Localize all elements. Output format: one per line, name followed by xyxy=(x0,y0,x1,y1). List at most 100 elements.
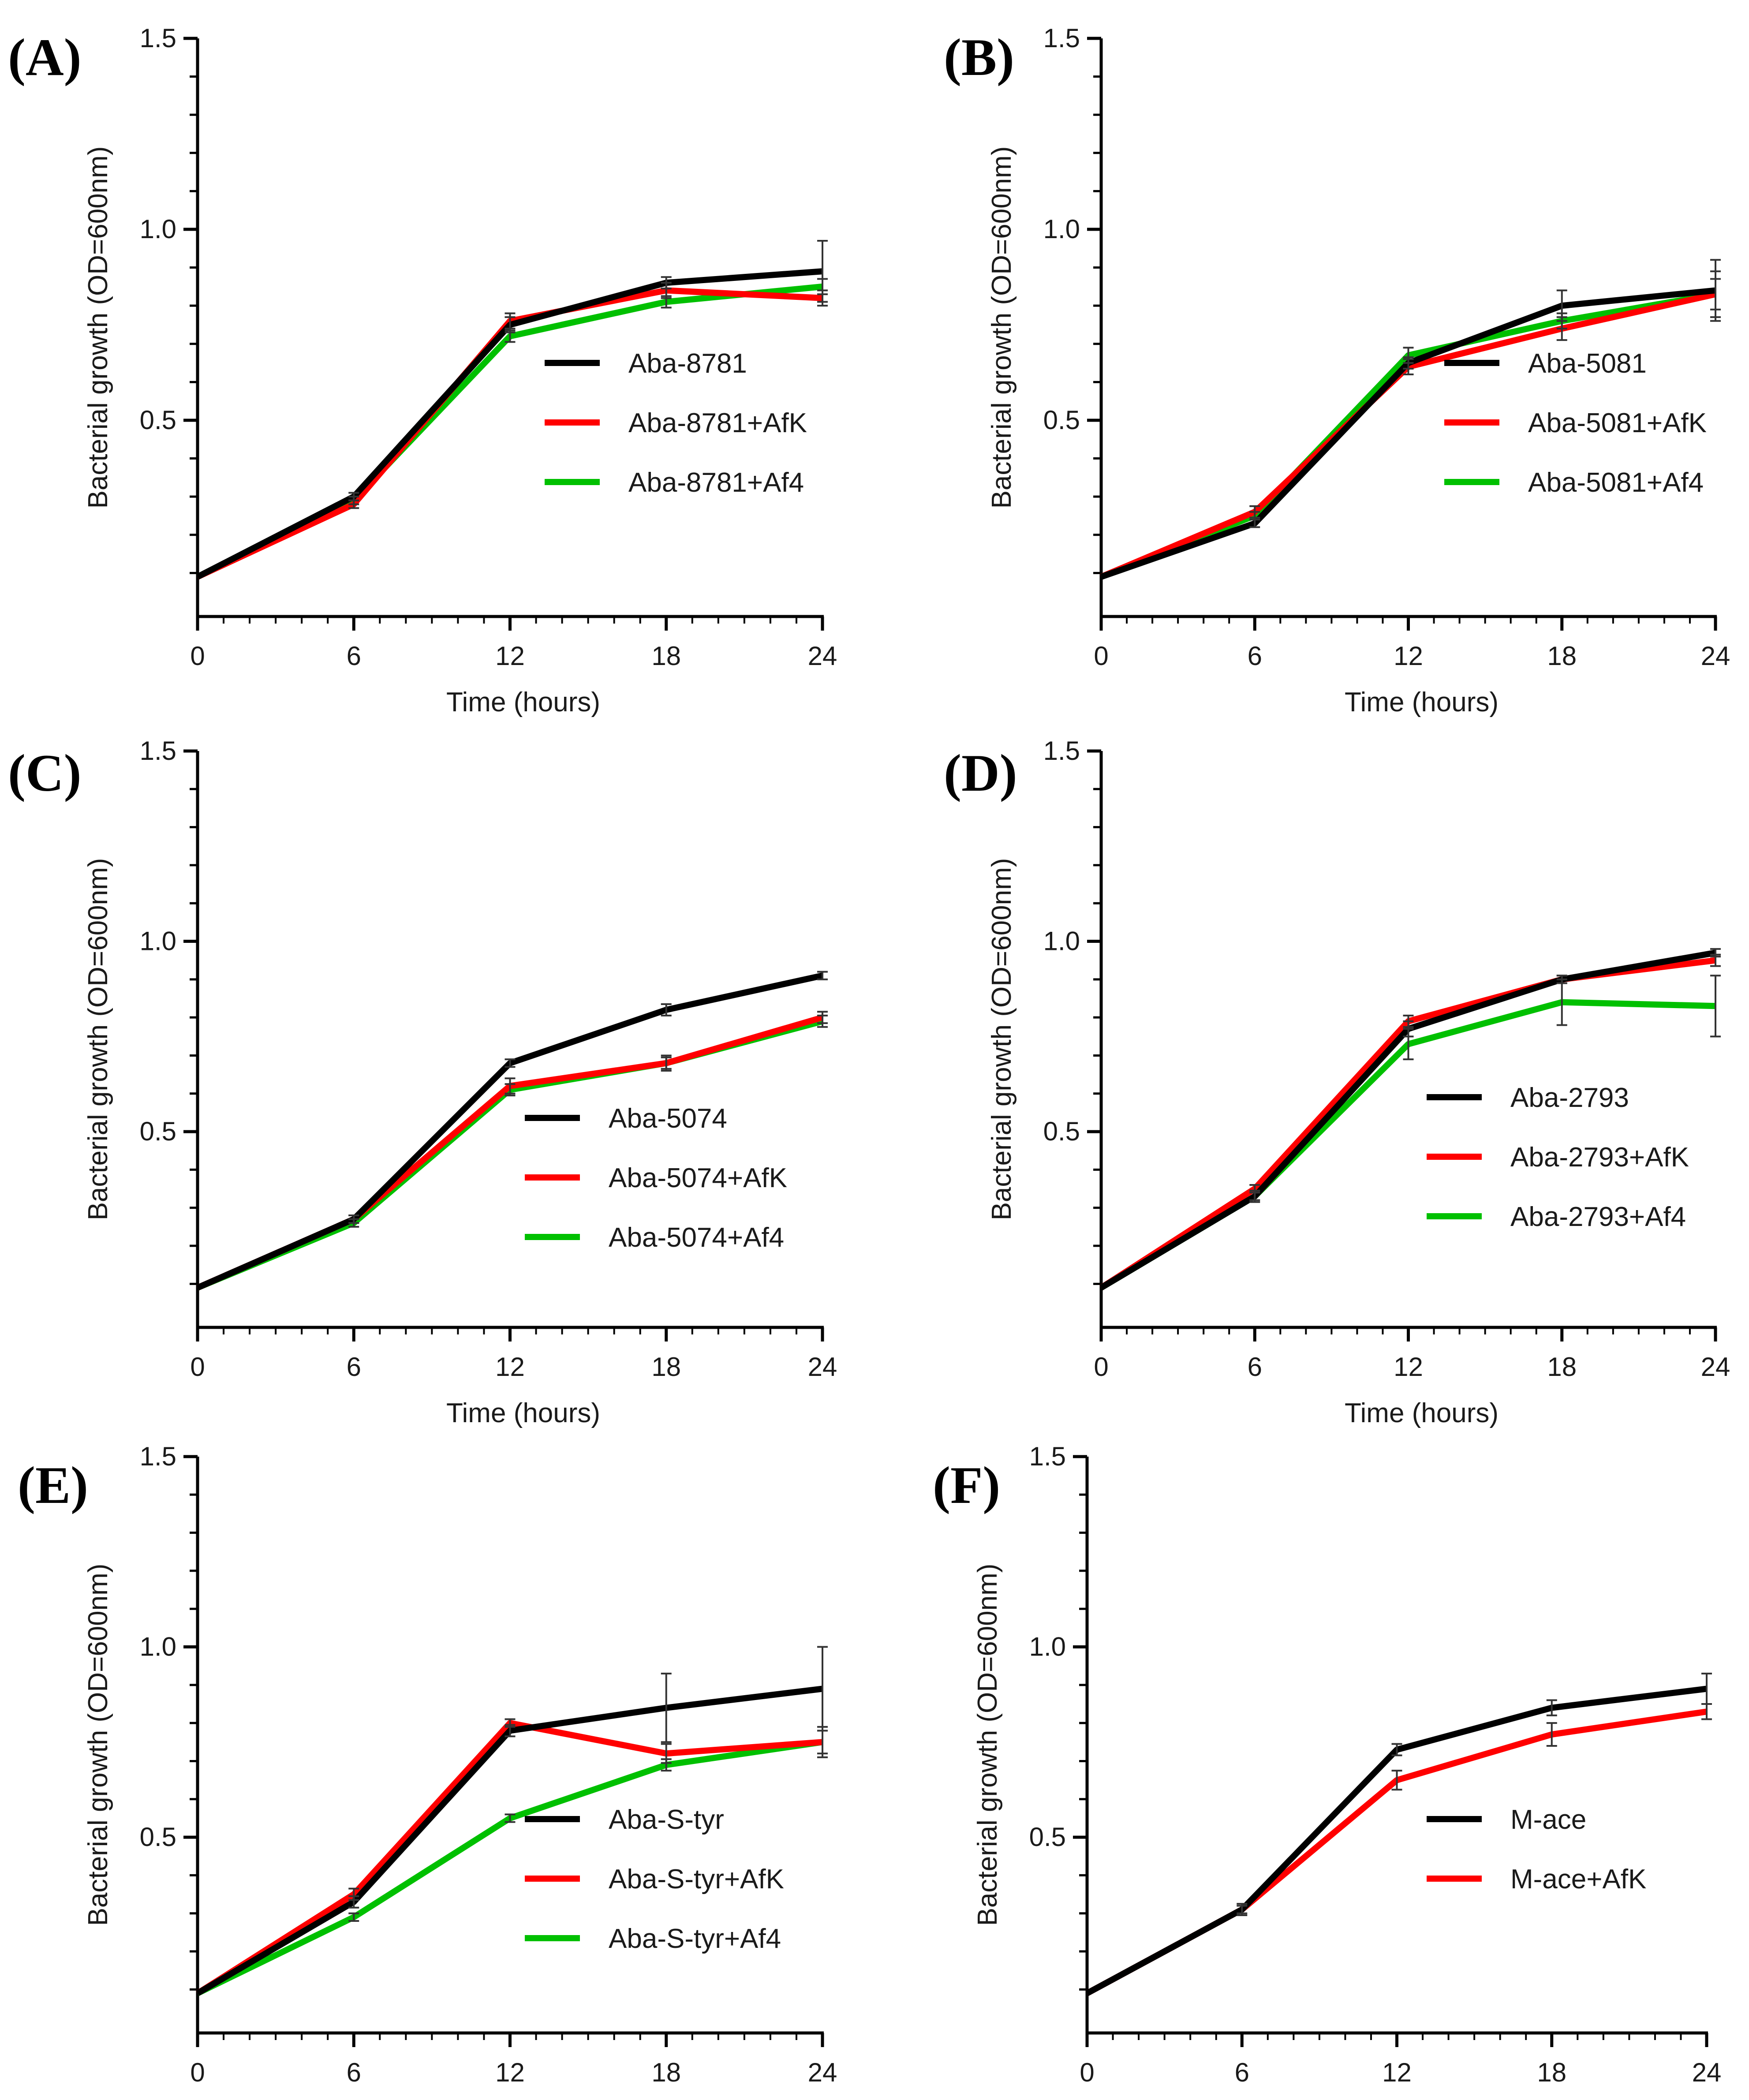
legend-entry: Aba-2793 xyxy=(1427,1083,1629,1113)
error-bar xyxy=(817,971,828,980)
x-tick-label: 12 xyxy=(495,641,525,671)
legend-label: Aba-5074+Af4 xyxy=(609,1222,784,1253)
x-tick-label: 18 xyxy=(1537,2058,1566,2087)
x-tick-label: 18 xyxy=(651,641,681,671)
error-bar xyxy=(348,1218,359,1228)
y-tick-label: 1.0 xyxy=(140,927,176,956)
error-bar xyxy=(505,329,516,343)
x-axis-label: Time (hours) xyxy=(446,687,600,717)
error-bar xyxy=(661,1758,672,1772)
legend-entry: Aba-8781 xyxy=(545,348,747,379)
x-tick-label: 6 xyxy=(347,641,361,671)
y-tick-label: 0.5 xyxy=(1029,1822,1066,1852)
x-tick-label: 0 xyxy=(1080,2058,1094,2087)
x-tick-label: 6 xyxy=(1235,2058,1249,2087)
error-bar xyxy=(661,1056,672,1070)
error-bar xyxy=(1403,347,1414,364)
y-tick-label: 1.5 xyxy=(140,1442,176,1471)
legend-label: Aba-5074+AfK xyxy=(609,1163,787,1193)
error-bar xyxy=(1391,1770,1402,1791)
x-tick-label: 0 xyxy=(1094,1352,1108,1382)
legend-entry: Aba-5081+Af4 xyxy=(1444,467,1704,498)
legend-entry: Aba-S-tyr+AfK xyxy=(525,1864,784,1894)
x-tick-label: 24 xyxy=(808,1352,837,1382)
error-bar xyxy=(348,496,359,505)
legend-label: Aba-5081+Af4 xyxy=(1528,467,1704,498)
x-tick-label: 18 xyxy=(651,2058,681,2087)
error-bar xyxy=(1546,1699,1557,1716)
x-tick-label: 18 xyxy=(651,1352,681,1382)
error-bar xyxy=(1556,978,1567,1026)
error-bar xyxy=(1237,1905,1248,1914)
legend-label: Aba-S-tyr+AfK xyxy=(609,1864,784,1894)
panel-label: (C) xyxy=(8,744,82,802)
legend-label: Aba-5081 xyxy=(1528,348,1647,379)
legend-entry: Aba-8781+Af4 xyxy=(545,467,804,498)
x-tick-label: 6 xyxy=(347,2058,361,2087)
y-tick-label: 1.5 xyxy=(1043,23,1080,53)
y-tick-label: 1.0 xyxy=(140,214,176,244)
legend-label: Aba-2793 xyxy=(1510,1083,1629,1113)
series-line xyxy=(1099,957,1716,1290)
legend-entry: Aba-5074+AfK xyxy=(525,1163,787,1193)
x-axis-label: Time (hours) xyxy=(1345,687,1499,717)
error-bar xyxy=(348,1912,359,1922)
legend-label: Aba-2793+AfK xyxy=(1510,1142,1689,1173)
y-tick-label: 1.5 xyxy=(140,23,176,53)
x-tick-label: 6 xyxy=(1248,1352,1262,1382)
x-tick-label: 12 xyxy=(1394,641,1423,671)
x-tick-label: 24 xyxy=(808,641,837,671)
chart-panel-c: (C) 0.5 1.0 1.5 0 6 12 18 24 Time (hours) Bacteria… xyxy=(8,736,837,1428)
y-axis-label: Bacterial growth (OD=600nm) xyxy=(987,858,1017,1221)
legend-entry: Aba-2793+AfK xyxy=(1427,1142,1689,1173)
error-bar xyxy=(1710,953,1721,967)
error-bar xyxy=(817,278,828,295)
y-tick-label: 1.0 xyxy=(1043,214,1080,244)
chart-panel-d: (D) 0.5 1.0 1.5 0 6 12 18 24 Time (hours) Bacteria… xyxy=(944,736,1730,1428)
y-tick-label: 1.5 xyxy=(1043,736,1080,766)
y-axis-label: Bacterial growth (OD=600nm) xyxy=(987,146,1017,509)
x-axis-label: Time (hours) xyxy=(1345,1398,1499,1428)
x-tick-label: 24 xyxy=(1692,2058,1722,2087)
x-tick-label: 0 xyxy=(190,2058,205,2087)
x-tick-label: 18 xyxy=(1547,641,1577,671)
x-tick-label: 12 xyxy=(1382,2058,1412,2087)
panel-label: (B) xyxy=(944,28,1014,86)
error-bar xyxy=(661,1003,672,1016)
x-tick-label: 12 xyxy=(495,1352,525,1382)
y-tick-label: 0.5 xyxy=(1043,1117,1080,1146)
y-axis-label: Bacterial growth (OD=600nm) xyxy=(83,146,113,509)
y-tick-label: 0.5 xyxy=(140,1822,176,1852)
panel-label: (E) xyxy=(18,1456,88,1514)
x-tick-label: 24 xyxy=(1701,1352,1730,1382)
error-bar xyxy=(505,1718,516,1728)
x-axis-label: Time (hours) xyxy=(446,1398,600,1428)
error-bar xyxy=(348,1887,359,1901)
y-axis-label: Bacterial growth (OD=600nm) xyxy=(972,1564,1003,1926)
legend-label: Aba-S-tyr xyxy=(609,1805,724,1835)
x-tick-label: 0 xyxy=(1094,641,1108,671)
y-axis-label: Bacterial growth (OD=600nm) xyxy=(83,858,113,1221)
legend-label: Aba-8781+Af4 xyxy=(628,467,804,498)
legend-entry: Aba-5074 xyxy=(525,1103,727,1134)
series-M-ace xyxy=(1085,1685,1707,1996)
chart-panel-a: (A) 0.5 1.0 1.5 0 6 12 18 24 Time (hours) Bacteria… xyxy=(8,23,837,717)
x-tick-label: 18 xyxy=(1547,1352,1577,1382)
error-bar xyxy=(1249,511,1260,521)
y-tick-label: 1.5 xyxy=(140,736,176,766)
legend-label: Aba-2793+Af4 xyxy=(1510,1202,1686,1232)
legend-entry: Aba-S-tyr+Af4 xyxy=(525,1924,781,1954)
y-tick-label: 0.5 xyxy=(140,1117,176,1146)
error-bar xyxy=(505,1813,516,1823)
error-bar xyxy=(661,1672,672,1743)
x-tick-label: 24 xyxy=(808,2058,837,2087)
error-bar xyxy=(1249,1192,1260,1201)
legend-label: M-ace xyxy=(1510,1805,1586,1835)
y-tick-label: 1.5 xyxy=(1029,1442,1066,1471)
legend-entry: M-ace xyxy=(1427,1805,1586,1835)
legend-label: Aba-8781 xyxy=(628,348,747,379)
x-tick-label: 0 xyxy=(190,1352,205,1382)
x-tick-label: 6 xyxy=(1248,641,1262,671)
